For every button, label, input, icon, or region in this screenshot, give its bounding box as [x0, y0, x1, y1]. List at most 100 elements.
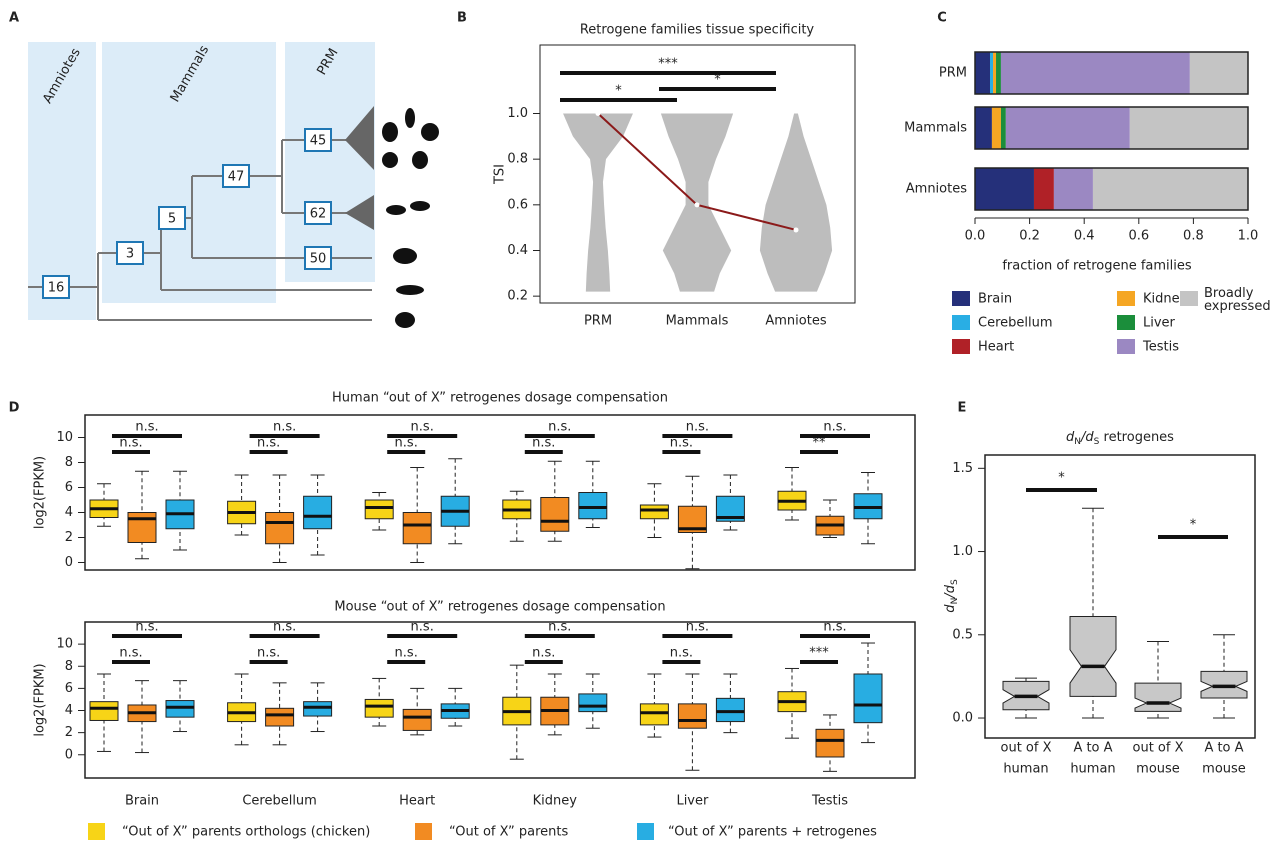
- legend-swatch: [1117, 291, 1135, 306]
- x-tick-label: A to A: [1204, 741, 1243, 756]
- significance-label: ***: [658, 57, 678, 72]
- median-dot: [793, 227, 799, 233]
- significance-label: n.s.: [532, 646, 555, 661]
- legend-label: Testis: [1142, 340, 1179, 355]
- label-part: S: [1094, 437, 1100, 447]
- median-dot: [694, 202, 700, 208]
- bar-segment: [1189, 52, 1248, 94]
- chart-title: dN/dS retrogenes: [1066, 430, 1174, 447]
- node-box: [116, 241, 144, 265]
- clade-region: [285, 42, 375, 282]
- significance-label: n.s.: [532, 436, 555, 451]
- label-part: S: [950, 579, 960, 585]
- significance-label: n.s.: [411, 620, 434, 635]
- bar-frame: [974, 167, 1249, 211]
- violin: [563, 113, 633, 292]
- legend-swatch: [952, 315, 970, 330]
- significance-label: *: [1058, 471, 1065, 486]
- y-tick-label: Amniotes: [906, 182, 967, 197]
- legend-label: Brain: [978, 292, 1012, 307]
- legend-swatch: [88, 823, 105, 840]
- y-tick-label: 0.6: [507, 197, 528, 212]
- y-tick-label: 10: [56, 637, 73, 652]
- label-part: d: [943, 604, 958, 613]
- box: [677, 703, 707, 729]
- node-box: [304, 201, 332, 225]
- y-axis-label: log2(FPKM): [33, 663, 48, 736]
- label-part: /d: [1080, 430, 1094, 445]
- y-tick-label: 4: [65, 703, 73, 718]
- legend-swatch: [637, 823, 654, 840]
- box: [402, 512, 432, 545]
- box: [165, 700, 195, 718]
- y-tick-label: Mammals: [904, 121, 967, 136]
- bar-segment: [1000, 107, 1006, 149]
- significance-label: n.s.: [257, 646, 280, 661]
- significance-label: n.s.: [670, 646, 693, 661]
- y-tick-label: 2: [65, 530, 73, 545]
- bar-segment: [975, 168, 1034, 210]
- panel-label: E: [958, 401, 967, 416]
- bar-segment: [996, 52, 1001, 94]
- plot-frame: [84, 621, 916, 779]
- y-tick-label: 6: [65, 480, 73, 495]
- x-tick-label: 0.6: [1128, 229, 1149, 244]
- bar-segment: [991, 107, 1001, 149]
- box: [364, 499, 394, 520]
- significance-label: n.s.: [686, 420, 709, 435]
- animal-silhouette: [405, 108, 415, 128]
- significance-label: n.s.: [411, 420, 434, 435]
- significance-label: n.s.: [135, 420, 158, 435]
- legend-swatch: [1180, 291, 1198, 306]
- box: [127, 512, 157, 543]
- x-tick-label: Heart: [399, 794, 435, 809]
- y-tick-label: 1.5: [952, 461, 973, 476]
- x-tick-label: Kidney: [533, 794, 578, 809]
- clade-triangle: [345, 106, 374, 170]
- box: [639, 504, 669, 520]
- animal-silhouette: [412, 151, 428, 169]
- significance-label: n.s.: [686, 620, 709, 635]
- x-tick-label: Brain: [125, 794, 159, 809]
- legend-label: Broadly expressed: [1204, 287, 1271, 314]
- x-tick-label: A to A: [1073, 741, 1112, 756]
- legend-label: “Out of X” parents: [449, 825, 568, 840]
- x-tick-label: 0.8: [1183, 229, 1204, 244]
- significance-label: n.s.: [135, 620, 158, 635]
- x-tick-label: Liver: [676, 794, 709, 809]
- y-tick-label: 0.0: [952, 711, 973, 726]
- legend-swatch: [1117, 315, 1135, 330]
- y-tick-label: 10: [56, 430, 73, 445]
- x-tick-label: out of X: [1133, 741, 1184, 756]
- significance-label: n.s.: [119, 646, 142, 661]
- animal-silhouette: [396, 285, 424, 295]
- legend-label: Cerebellum: [978, 316, 1053, 331]
- significance-label: n.s.: [823, 420, 846, 435]
- y-tick-label: 0.4: [507, 243, 528, 258]
- significance-label: n.s.: [548, 620, 571, 635]
- x-tick-label: Mammals: [666, 314, 729, 329]
- box: [540, 497, 570, 532]
- significance-label: n.s.: [395, 436, 418, 451]
- x-tick-label: 0.0: [965, 229, 986, 244]
- y-tick-label: 8: [65, 659, 73, 674]
- y-tick-label: 8: [65, 455, 73, 470]
- y-axis-label: dN/dS: [943, 579, 960, 613]
- y-tick-label: 0.5: [952, 627, 973, 642]
- box: [303, 495, 333, 530]
- y-tick-label: 0: [65, 555, 73, 570]
- x-tick-label: mouse: [1202, 762, 1246, 777]
- animal-silhouette: [410, 201, 430, 211]
- significance-label: n.s.: [670, 436, 693, 451]
- y-axis-label: log2(FPKM): [33, 456, 48, 529]
- bar-segment: [1000, 52, 1190, 94]
- x-axis-label: fraction of retrogene families: [1002, 259, 1192, 274]
- box: [364, 698, 394, 718]
- x-tick-label: out of X: [1001, 741, 1052, 756]
- x-tick-label: human: [1070, 762, 1115, 777]
- significance-label: **: [813, 436, 827, 451]
- x-tick-label: 1.0: [1238, 229, 1259, 244]
- bar-frame: [974, 51, 1249, 95]
- legend-label: Liver: [1143, 316, 1176, 331]
